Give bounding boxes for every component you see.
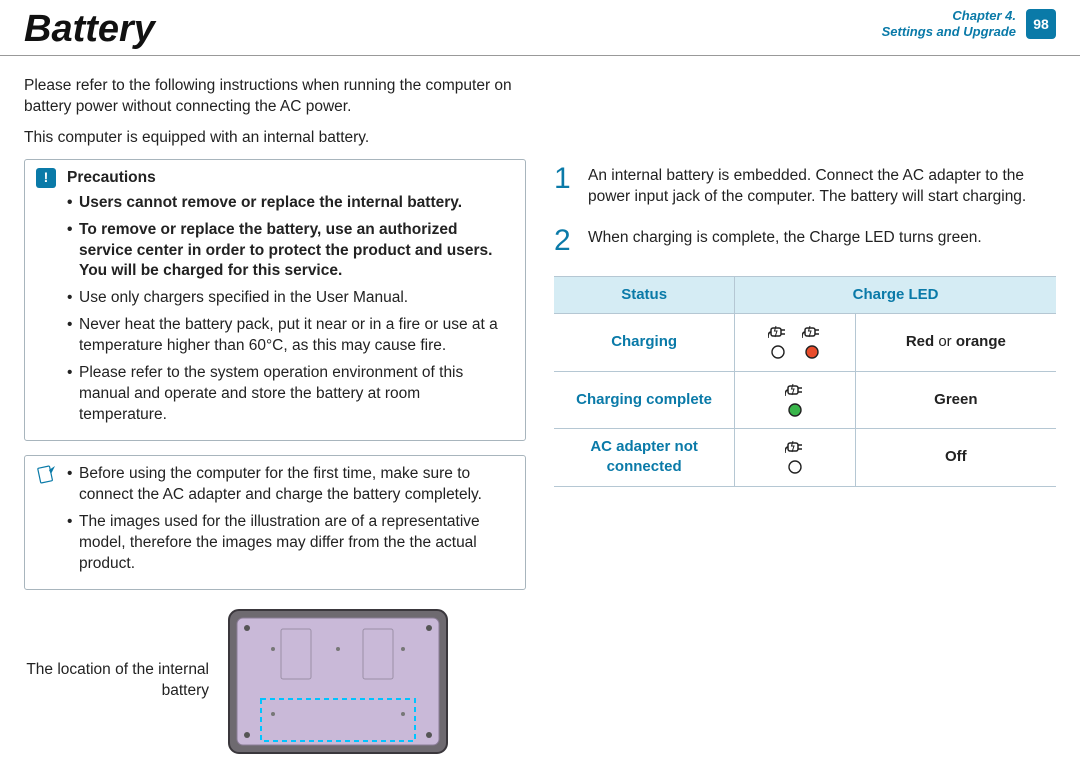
step: 2 When charging is complete, the Charge L… [554, 226, 1056, 256]
warning-icon-cell: ! [35, 168, 57, 432]
precautions-box: ! Precautions Users cannot remove or rep… [24, 159, 526, 441]
led-icon-cell [735, 314, 855, 372]
note-icon-cell [35, 464, 57, 581]
led-desc-cell: Green [855, 371, 1056, 429]
chapter-line1: Chapter 4. [882, 8, 1016, 24]
note-item: Before using the computer for the first … [67, 464, 511, 506]
charge-led-table: Status Charge LED ChargingRed or orangeC… [554, 276, 1056, 487]
status-cell: AC adapter not connected [554, 429, 735, 487]
precaution-item: Never heat the battery pack, put it near… [67, 315, 511, 357]
table-row: Charging Red or orange [554, 314, 1056, 372]
step-text: When charging is complete, the Charge LE… [588, 226, 1056, 256]
led-desc-cell: Red or orange [855, 314, 1056, 372]
chapter-line2: Settings and Upgrade [882, 24, 1016, 40]
status-cell: Charging [554, 314, 735, 372]
page-number: 98 [1026, 9, 1056, 39]
status-cell: Charging complete [554, 371, 735, 429]
warning-icon: ! [36, 168, 56, 188]
page-header: Battery Chapter 4. Settings and Upgrade … [0, 0, 1080, 56]
table-row: AC adapter not connected Off [554, 429, 1056, 487]
led-desc-cell: Off [855, 429, 1056, 487]
precaution-item: Users cannot remove or replace the inter… [67, 193, 511, 214]
precautions-title: Precautions [67, 168, 511, 189]
image-row: The location of the internal battery [24, 604, 526, 759]
led-icon-cell [735, 429, 855, 487]
note-item: The images used for the illustration are… [67, 512, 511, 575]
table-header-row: Status Charge LED [554, 276, 1056, 313]
header-right: Chapter 4. Settings and Upgrade 98 [882, 8, 1056, 39]
precautions-content: Precautions Users cannot remove or repla… [67, 168, 511, 432]
right-column: 1 An internal battery is embedded. Connec… [554, 76, 1056, 759]
image-caption: The location of the internal battery [24, 660, 209, 702]
notes-box: Before using the computer for the first … [24, 455, 526, 590]
precaution-item: To remove or replace the battery, use an… [67, 220, 511, 283]
th-status: Status [554, 276, 735, 313]
step-number: 2 [554, 226, 576, 256]
content-columns: Please refer to the following instructio… [0, 56, 1080, 759]
step-text: An internal battery is embedded. Connect… [588, 164, 1056, 208]
precautions-list: Users cannot remove or replace the inter… [67, 193, 511, 426]
table-row: Charging complete Green [554, 371, 1056, 429]
led-icon-cell [735, 371, 855, 429]
page-title: Battery [24, 8, 155, 51]
precaution-item: Please refer to the system operation env… [67, 363, 511, 426]
th-charge-led: Charge LED [735, 276, 1056, 313]
left-column: Please refer to the following instructio… [24, 76, 526, 759]
precaution-item: Use only chargers specified in the User … [67, 288, 511, 309]
note-icon [35, 464, 57, 486]
notes-content: Before using the computer for the first … [67, 464, 511, 581]
laptop-bottom-illustration [223, 604, 453, 759]
intro-paragraph-2: This computer is equipped with an intern… [24, 128, 526, 149]
chapter-label: Chapter 4. Settings and Upgrade [882, 8, 1016, 39]
step-number: 1 [554, 164, 576, 208]
notes-list: Before using the computer for the first … [67, 464, 511, 575]
intro-paragraph-1: Please refer to the following instructio… [24, 76, 526, 118]
step: 1 An internal battery is embedded. Connec… [554, 164, 1056, 208]
